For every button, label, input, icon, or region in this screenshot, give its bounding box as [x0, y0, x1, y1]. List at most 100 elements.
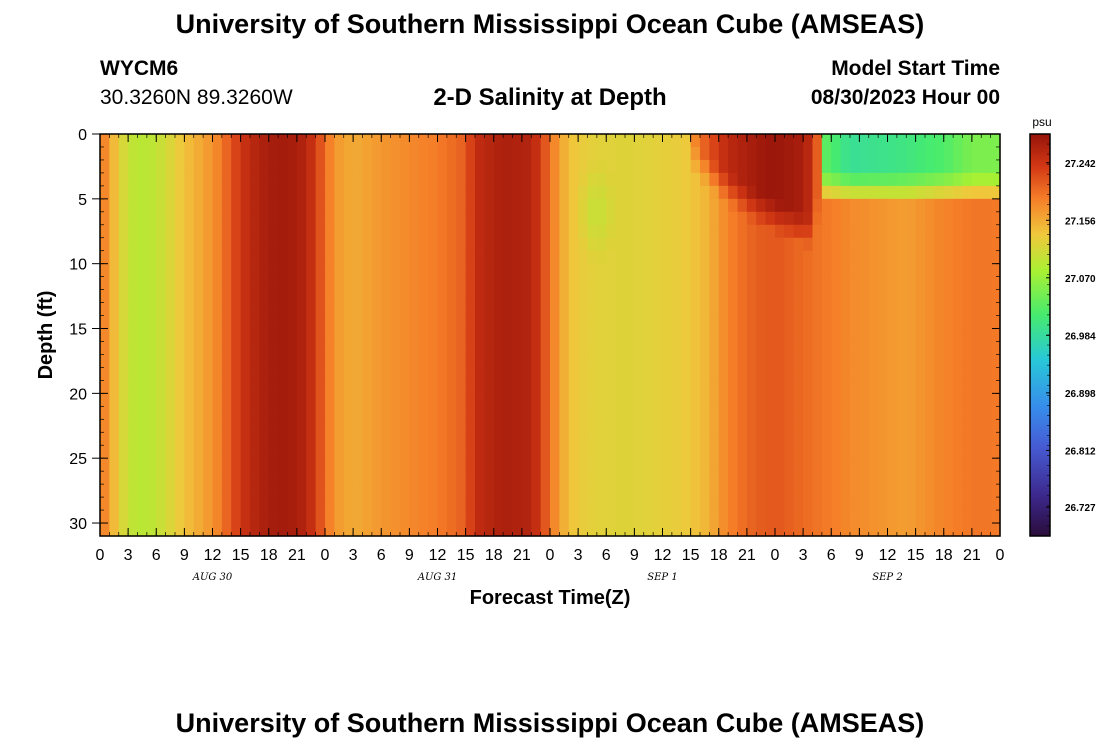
heatmap-cell — [381, 367, 392, 381]
heatmap-cell — [268, 380, 279, 394]
heatmap-cell — [803, 146, 814, 161]
heatmap-cell — [653, 289, 664, 304]
heatmap-cell — [146, 302, 157, 317]
heatmap-cell — [512, 172, 523, 187]
heatmap-cell — [728, 484, 739, 498]
heatmap-cell — [212, 250, 223, 265]
heatmap-cell — [568, 224, 579, 239]
heatmap-cell — [109, 471, 120, 485]
heatmap-cell — [315, 211, 326, 226]
heatmap-cell — [315, 134, 326, 148]
heatmap-cell — [887, 497, 898, 511]
heatmap-cell — [212, 315, 223, 330]
heatmap-cell — [671, 172, 682, 187]
heatmap-cell — [615, 276, 626, 291]
heatmap-cell — [418, 367, 429, 381]
heatmap-cell — [278, 185, 289, 200]
heatmap-cell — [962, 315, 973, 330]
y-tick-label: 0 — [78, 127, 87, 144]
heatmap-cell — [118, 289, 129, 304]
heatmap-cell — [831, 224, 842, 239]
heatmap-cell — [803, 302, 814, 317]
heatmap-cell — [118, 185, 129, 200]
heatmap-cell — [756, 432, 767, 446]
heatmap-cell — [418, 198, 429, 213]
heatmap-cell — [156, 367, 167, 381]
heatmap-cell — [671, 198, 682, 213]
heatmap-cell — [400, 328, 410, 343]
heatmap-cell — [587, 341, 598, 356]
heatmap-cell — [306, 497, 317, 511]
heatmap-cell — [625, 276, 635, 291]
heatmap-cell — [681, 328, 692, 343]
heatmap-cell — [409, 250, 420, 265]
heatmap-cell — [840, 523, 851, 537]
heatmap-cell — [278, 134, 289, 148]
heatmap-cell — [381, 172, 392, 187]
heatmap-cell — [681, 172, 692, 187]
heatmap-cell — [737, 419, 748, 433]
heatmap-cell — [709, 224, 720, 239]
heatmap-cell — [850, 406, 860, 420]
heatmap-cell — [512, 458, 523, 472]
heatmap-cell — [634, 432, 645, 446]
heatmap-cell — [437, 315, 448, 330]
heatmap-cell — [587, 419, 598, 433]
heatmap-cell — [896, 341, 907, 356]
heatmap-cell — [240, 276, 251, 291]
heatmap-cell — [250, 406, 260, 420]
heatmap-cell — [671, 406, 682, 420]
heatmap-cell — [231, 406, 242, 420]
heatmap-cell — [756, 406, 767, 420]
heatmap-cell — [718, 406, 729, 420]
heatmap-cell — [690, 380, 701, 394]
heatmap-cell — [925, 406, 935, 420]
heatmap-cell — [446, 237, 457, 252]
heatmap-cell — [700, 419, 710, 433]
heatmap-cell — [943, 134, 954, 148]
heatmap-cell — [400, 289, 410, 304]
heatmap-cell — [165, 406, 176, 420]
heatmap-cell — [165, 354, 176, 369]
heatmap-cell — [859, 198, 870, 213]
heatmap-cell — [756, 328, 767, 343]
heatmap-cell — [362, 406, 373, 420]
heatmap-cell — [634, 510, 645, 524]
heatmap-cell — [221, 250, 232, 265]
heatmap-cell — [175, 354, 185, 369]
station-coordinates: 30.3260N 89.3260W — [100, 86, 293, 109]
heatmap-cell — [953, 497, 964, 511]
x-tick-label: 18 — [935, 547, 953, 564]
heatmap-cell — [690, 237, 701, 252]
heatmap-cell — [700, 211, 710, 226]
heatmap-cell — [718, 237, 729, 252]
heatmap-cell — [493, 458, 504, 472]
heatmap-cell — [353, 354, 364, 369]
heatmap-cell — [559, 393, 570, 407]
heatmap-cell — [156, 250, 167, 265]
heatmap-cell — [334, 523, 345, 537]
heatmap-cell — [100, 458, 110, 472]
heatmap-cell — [175, 367, 185, 381]
heatmap-cell — [353, 263, 364, 278]
heatmap-cell — [568, 367, 579, 381]
heatmap-cell — [868, 406, 879, 420]
heatmap-cell — [456, 328, 467, 343]
heatmap-cell — [690, 341, 701, 356]
heatmap-cell — [175, 406, 185, 420]
heatmap-cell — [596, 432, 607, 446]
heatmap-cell — [671, 211, 682, 226]
heatmap-cell — [259, 497, 270, 511]
heatmap-cell — [934, 289, 945, 304]
heatmap-cell — [456, 341, 467, 356]
heatmap-cell — [587, 315, 598, 330]
heatmap-cell — [840, 419, 851, 433]
heatmap-cell — [887, 159, 898, 174]
heatmap-cell — [137, 302, 148, 317]
heatmap-cell — [175, 146, 185, 161]
x-tick-label: 0 — [96, 547, 105, 564]
heatmap-cell — [934, 406, 945, 420]
heatmap-cell — [568, 211, 579, 226]
heatmap-cell — [596, 419, 607, 433]
heatmap-cell — [165, 341, 176, 356]
